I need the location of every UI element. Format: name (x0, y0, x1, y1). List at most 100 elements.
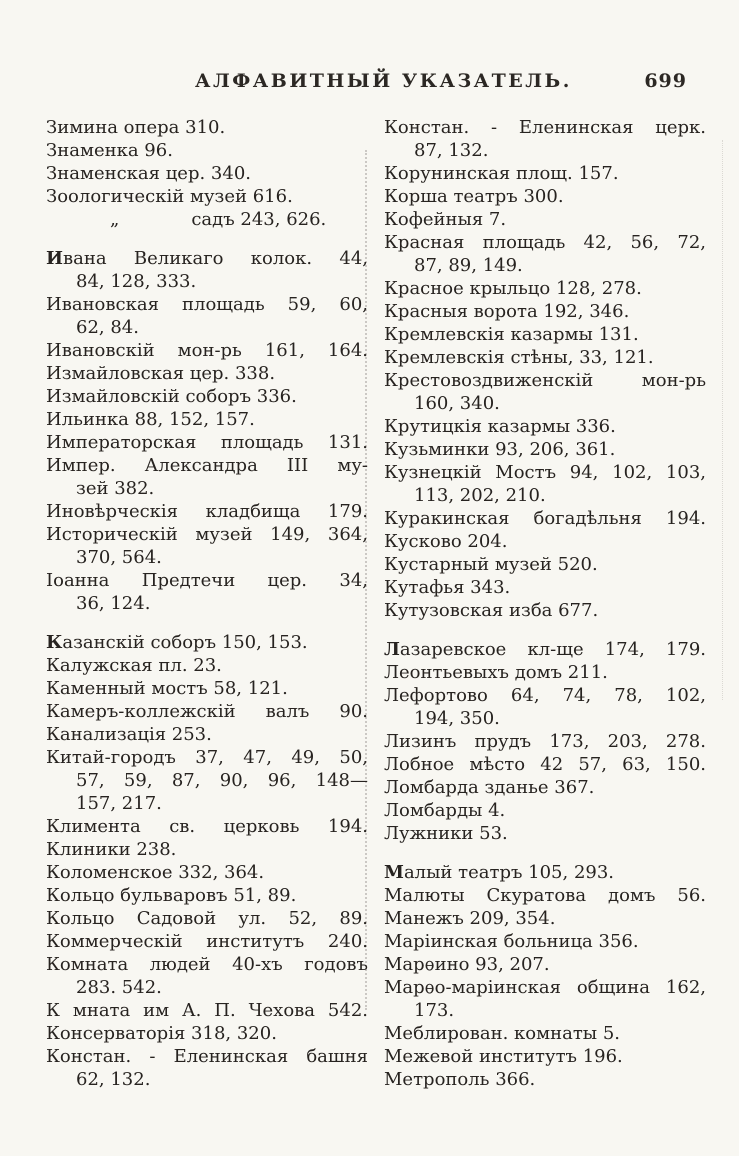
section-gap (384, 845, 706, 861)
index-line: 84, 128, 333. (76, 271, 197, 292)
index-line: Кремлевскія казармы 131. (384, 324, 639, 345)
index-line: Марѳо-маріинская община 162, (384, 977, 706, 998)
index-line: 173. (414, 1000, 455, 1021)
index-line: Кольцо бульваровъ 51, 89. (46, 885, 297, 906)
index-line: 62, 84. (76, 317, 139, 338)
index-line: Лужники 53. (384, 823, 508, 844)
index-line: Марѳино 93, 207. (384, 954, 550, 975)
index-line: 283. 542. (76, 977, 162, 998)
index-line: Кусково 204. (384, 531, 508, 552)
section-initial: К (46, 632, 63, 653)
index-line: Лазаревское кл-ще 174, 179. (384, 639, 706, 660)
index-line: Красная площадь 42, 56, 72, (384, 232, 706, 253)
index-line: Знаменская цер. 340. (46, 163, 252, 184)
index-line: Кофейныя 7. (384, 209, 507, 230)
index-line: Констан. - Еленинская башня (46, 1046, 368, 1067)
index-line: Кремлевскія стѣны, 33, 121. (384, 347, 654, 368)
index-line: Леонтьевыхъ домъ 211. (384, 662, 608, 683)
ditto-mark: „ (110, 209, 120, 230)
index-line: Зоологическій музей 616. (46, 186, 293, 207)
running-head: АЛФАВИТНЫЙ УКАЗАТЕЛЬ. 699 (0, 70, 739, 100)
page-number: 699 (644, 70, 687, 92)
section-gap (46, 231, 368, 247)
index-line: 370, 564. (76, 547, 162, 568)
page-edge-artifact (722, 140, 723, 700)
index-line: Канализація 253. (46, 724, 212, 745)
index-line: Импер. Александра III му- (46, 455, 368, 476)
index-line: Ильинка 88, 152, 157. (46, 409, 255, 430)
index-line: Измайловскій соборъ 336. (46, 386, 297, 407)
index-line: Ломбарда зданье 367. (384, 777, 595, 798)
index-column-left: Зимина опера 310. Знаменка 96. Знаменская … (46, 116, 368, 1091)
index-line: 87, 132. (414, 140, 489, 161)
index-line: Межевой институтъ 196. (384, 1046, 623, 1067)
section-initial: М (384, 862, 404, 883)
index-line: Корша театръ 300. (384, 186, 564, 207)
index-line: Красное крыльцо 128, 278. (384, 278, 642, 299)
index-line: Лефортово 64, 74, 78, 102, (384, 685, 706, 706)
index-line: Красныя ворота 192, 346. (384, 301, 630, 322)
index-line: Крестовоздвиженскій мон-рь (384, 370, 706, 391)
index-line: 57, 59, 87, 90, 96, 148— (76, 770, 368, 791)
index-line: Историческій музей 149, 364, (46, 524, 368, 545)
column-divider-artifact (365, 150, 367, 1010)
index-line: 157, 217. (76, 793, 162, 814)
index-line: 113, 202, 210. (414, 485, 546, 506)
index-line: „ садъ 243, 626. (46, 208, 368, 231)
index-line: Кольцо Садовой ул. 52, 89. (46, 908, 368, 929)
index-line: Клиники 238. (46, 839, 177, 860)
index-line: Куракинская богадѣльня 194. (384, 508, 706, 529)
index-line: Лизинъ прудъ 173, 203, 278. (384, 731, 706, 752)
index-line: Знаменка 96. (46, 140, 173, 161)
section-gap (384, 622, 706, 638)
index-line: Малый театръ 105, 293. (384, 862, 615, 883)
index-line-text: садъ 243, 626. (191, 209, 327, 230)
index-line: Казанскій соборъ 150, 153. (46, 632, 308, 653)
index-line: Кутафья 343. (384, 577, 511, 598)
section-initial: Л (384, 639, 400, 660)
index-line: Измайловская цер. 338. (46, 363, 276, 384)
section-gap (46, 615, 368, 631)
index-line: Комната людей 40-хъ годовъ (46, 954, 368, 975)
index-line: Коммерческій институтъ 240. (46, 931, 368, 952)
index-line: Корунинская площ. 157. (384, 163, 619, 184)
index-line: Ломбарды 4. (384, 800, 506, 821)
index-line: Метрополь 366. (384, 1069, 536, 1090)
index-line: Зимина опера 310. (46, 117, 226, 138)
index-line: 87, 89, 149. (414, 255, 523, 276)
index-line: зей 382. (76, 478, 155, 499)
index-line: Климента св. церковь 194. (46, 816, 368, 837)
index-line: 36, 124. (76, 593, 151, 614)
index-line: Ивановская площадь 59, 60, (46, 294, 368, 315)
index-line: Калужская пл. 23. (46, 655, 222, 676)
index-line: Кустарный музей 520. (384, 554, 598, 575)
index-line: Малюты Скуратова домъ 56. (384, 885, 706, 906)
index-line: Консерваторія 318, 320. (46, 1023, 277, 1044)
index-line: Ивановскій мон-рь 161, 164. (46, 340, 368, 361)
index-line: Манежъ 209, 354. (384, 908, 556, 929)
index-line: К мната им А. П. Чехова 542. (46, 1000, 368, 1021)
index-line: Кузьминки 93, 206, 361. (384, 439, 616, 460)
page-title: АЛФАВИТНЫЙ УКАЗАТЕЛЬ. (195, 70, 572, 92)
index-line: Камеръ-коллежскій валъ 90. (46, 701, 368, 722)
index-line: 160, 340. (414, 393, 500, 414)
index-line: Констан. - Еленинская церк. (384, 117, 706, 138)
index-line: Китай-городъ 37, 47, 49, 50, (46, 747, 368, 768)
section-initial: И (46, 248, 64, 269)
index-line: Кутузовская изба 677. (384, 600, 599, 621)
index-column-right: Констан. - Еленинская церк. 87, 132. Корун… (384, 116, 706, 1091)
index-line: Императорская площадь 131. (46, 432, 368, 453)
index-line: Меблирован. комнаты 5. (384, 1023, 621, 1044)
index-line: Ивана Великаго колок. 44, (46, 248, 368, 269)
index-line: Коломенское 332, 364. (46, 862, 265, 883)
index-line: Лобное мѣсто 42 57, 63, 150. (384, 754, 706, 775)
index-line: Крутицкія казармы 336. (384, 416, 616, 437)
index-line: Каменный мостъ 58, 121. (46, 678, 288, 699)
index-line: Иновѣрческія кладбища 179. (46, 501, 368, 522)
index-line: 194, 350. (414, 708, 500, 729)
index-line: Маріинская больница 356. (384, 931, 639, 952)
index-line: 62, 132. (76, 1069, 151, 1090)
index-line: Кузнецкій Мостъ 94, 102, 103, (384, 462, 706, 483)
index-line: Іоанна Предтечи цер. 34, (46, 570, 368, 591)
